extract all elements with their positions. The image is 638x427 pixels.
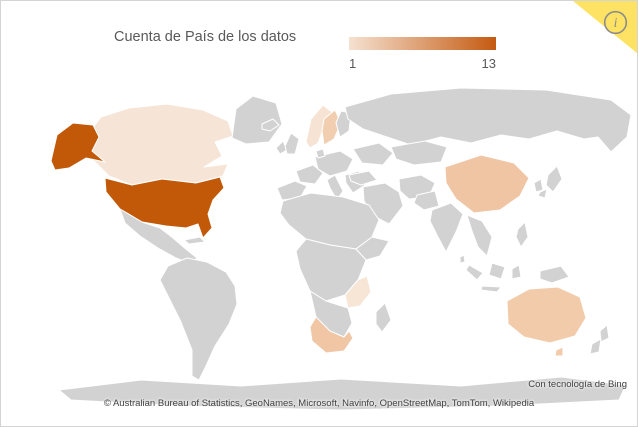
country-denmark[interactable] <box>315 148 326 159</box>
country-pakistan[interactable] <box>413 190 440 211</box>
country-new-zealand-south[interactable] <box>589 338 602 355</box>
country-philippines[interactable] <box>515 221 529 248</box>
country-russia[interactable] <box>344 87 632 153</box>
country-sri-lanka[interactable] <box>459 254 466 264</box>
country-united-kingdom[interactable] <box>284 132 300 155</box>
attribution-bing: Con tecnología de Bing <box>528 379 627 390</box>
country-canada[interactable] <box>87 103 234 186</box>
country-sweden[interactable] <box>321 109 342 146</box>
island-tasmania[interactable] <box>554 346 564 357</box>
country-france[interactable] <box>295 164 324 185</box>
island-java[interactable] <box>480 285 502 293</box>
country-japan-south[interactable] <box>537 188 548 199</box>
country-china[interactable] <box>444 154 530 214</box>
country-central-europe[interactable] <box>314 150 354 177</box>
legend-gradient-bar <box>349 37 496 50</box>
island-new-guinea[interactable] <box>539 265 570 284</box>
country-india[interactable] <box>429 202 464 253</box>
legend-labels: 1 13 <box>349 56 496 71</box>
country-south-america[interactable] <box>159 257 238 381</box>
country-madagascar[interactable] <box>375 302 392 333</box>
country-new-zealand-north[interactable] <box>599 324 610 343</box>
island-borneo[interactable] <box>488 262 506 280</box>
chart-title[interactable]: Cuenta de País de los datos <box>114 29 297 45</box>
info-icon[interactable]: i <box>602 9 629 36</box>
country-italy[interactable] <box>326 174 344 201</box>
country-turkey[interactable] <box>348 170 378 186</box>
country-japan[interactable] <box>545 165 563 193</box>
country-central-asia[interactable] <box>390 140 448 166</box>
info-icon-circle <box>603 10 628 35</box>
country-greenland[interactable] <box>231 95 283 145</box>
country-ukraine[interactable] <box>352 142 394 166</box>
country-usa[interactable] <box>104 176 225 239</box>
island-sumatra[interactable] <box>465 264 484 281</box>
country-alaska[interactable] <box>50 122 106 171</box>
attribution-sources: © Australian Bureau of Statistics, GeoNa… <box>103 398 535 409</box>
legend-max-label: 13 <box>481 56 496 71</box>
country-korea[interactable] <box>533 178 544 193</box>
country-australia[interactable] <box>506 286 587 344</box>
country-iberia[interactable] <box>276 180 308 201</box>
country-iceland[interactable] <box>261 118 280 132</box>
legend[interactable]: 1 13 <box>349 37 496 71</box>
country-southeast-asia[interactable] <box>466 214 493 257</box>
country-cuba[interactable] <box>183 236 206 245</box>
island-sulawesi[interactable] <box>511 264 522 280</box>
world-map <box>50 87 632 411</box>
info-icon-glyph: i <box>614 15 618 30</box>
country-south-africa[interactable] <box>309 316 354 354</box>
country-antarctica <box>58 376 627 411</box>
legend-min-label: 1 <box>349 56 357 71</box>
